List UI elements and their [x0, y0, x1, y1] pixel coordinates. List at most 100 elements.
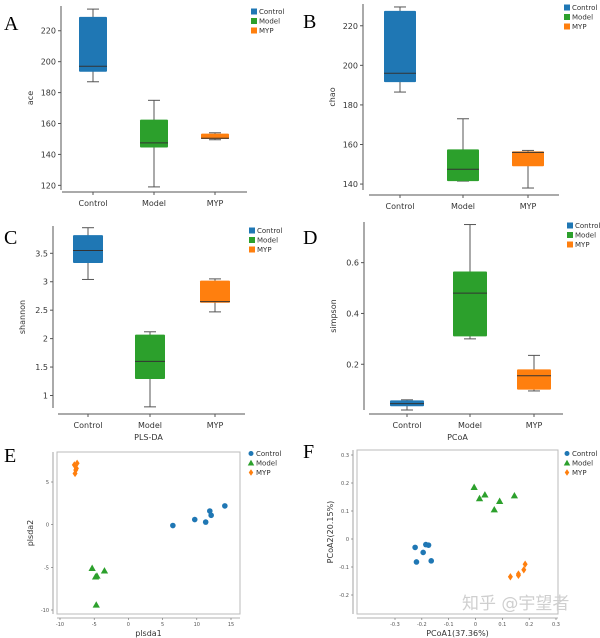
y-tick-label: 2 — [43, 335, 48, 344]
x-tick-label: Control — [79, 199, 108, 208]
legend-label: MYP — [256, 469, 271, 477]
legend-label: Model — [572, 460, 593, 468]
point-circle — [208, 512, 214, 519]
box-myp — [517, 354, 551, 392]
legend-item-control: Control — [564, 450, 597, 458]
box-iqr — [135, 334, 165, 379]
legend-swatch — [567, 232, 573, 238]
y-tick-label: 0.6 — [346, 259, 359, 268]
legend-swatch — [251, 8, 257, 15]
x-tick-label: 15 — [228, 622, 234, 628]
legend-item-control: Control — [564, 4, 597, 12]
y-tick-label: 0.4 — [346, 309, 359, 318]
x-tick-label: 0.1 — [498, 622, 506, 628]
legend-label: Control — [572, 450, 597, 458]
y-tick-label: 2.5 — [35, 306, 48, 315]
point-circle — [413, 559, 420, 565]
legend-swatch — [564, 14, 570, 20]
y-tick-label: 0.3 — [341, 453, 349, 459]
y-tick-label: 0.1 — [341, 509, 349, 515]
legend-label: Model — [572, 14, 593, 22]
point-circle — [222, 503, 228, 509]
legend-label: Control — [259, 8, 284, 16]
y-axis-label: shannon — [18, 300, 27, 334]
legend-item-control: Control — [567, 222, 600, 230]
plot-frame — [356, 449, 559, 615]
box-iqr — [200, 280, 230, 303]
y-axis-label: PCoA2(20.15%) — [326, 501, 335, 564]
point-triangle — [92, 601, 100, 608]
legend-item-myp: MYP — [251, 27, 274, 35]
y-tick-label: -0.1 — [339, 565, 349, 571]
legend-label: Control — [256, 450, 281, 458]
point-diamond — [507, 573, 513, 581]
legend-item-control: Control — [249, 227, 282, 235]
x-tick-label: -5 — [92, 622, 97, 628]
point-diamond — [73, 464, 79, 472]
series-control — [412, 541, 435, 565]
legend-swatch — [564, 23, 570, 30]
legend-item-control: Control — [248, 450, 281, 458]
y-tick-label: 200 — [41, 58, 56, 67]
plot-frame — [56, 451, 241, 615]
y-tick-label: 0 — [46, 523, 49, 529]
box-iqr — [79, 16, 107, 72]
x-tick-label: -0.2 — [417, 622, 427, 628]
y-tick-label: 160 — [343, 140, 358, 149]
box-control — [73, 227, 103, 280]
box-myp — [512, 149, 544, 189]
point-circle — [564, 451, 570, 456]
y-tick-label: 0.2 — [346, 360, 359, 369]
box-iqr — [73, 235, 103, 263]
legend-item-myp: MYP — [564, 23, 587, 31]
legend-swatch — [251, 18, 257, 24]
legend-label: MYP — [572, 469, 587, 477]
panel-f: F PCoA -0.3 -0.2 -0.1 0 0.1 0.2 0.3 -0.2 -0.1 0 0.1 0… — [303, 433, 597, 638]
y-tick-label: -0.2 — [339, 593, 349, 599]
box-control — [79, 8, 107, 83]
x-tick-label: Control — [386, 202, 415, 211]
point-circle — [425, 542, 432, 548]
legend-label: MYP — [257, 246, 272, 254]
point-triangle — [470, 483, 478, 490]
chart-title: PLS-DA — [134, 433, 163, 442]
x-tick-label: MYP — [520, 202, 537, 211]
legend-label: Model — [257, 237, 278, 245]
x-tick-label: MYP — [207, 199, 224, 208]
legend-item-model: Model — [564, 14, 593, 22]
legend-label: MYP — [259, 27, 274, 35]
legend-swatch — [249, 246, 255, 253]
legend-swatch — [249, 227, 255, 234]
legend-item-myp: MYP — [249, 246, 272, 254]
y-tick-label: 180 — [41, 89, 56, 98]
legend-swatch — [251, 27, 257, 34]
box-model — [135, 331, 165, 408]
point-diamond — [74, 459, 80, 467]
y-tick-label: -10 — [41, 608, 49, 614]
panel-label: F — [303, 441, 314, 463]
point-circle — [248, 451, 254, 456]
legend-item-model: Model — [251, 18, 280, 26]
box-model — [447, 118, 479, 182]
legend-item-control: Control — [251, 8, 284, 16]
y-axis-label: plsda2 — [26, 520, 35, 547]
chart-title: PCoA — [447, 433, 468, 442]
y-tick-label: 180 — [343, 101, 358, 110]
x-tick-label: 0 — [127, 622, 130, 628]
point-diamond — [515, 570, 521, 578]
legend-item-model: Model — [563, 460, 593, 468]
y-tick-label: 220 — [41, 27, 56, 36]
series-myp — [507, 560, 528, 581]
legend-label: MYP — [575, 241, 590, 249]
point-diamond — [564, 469, 570, 476]
legend-item-model: Model — [247, 460, 277, 468]
legend-item-myp: MYP — [248, 469, 271, 477]
x-tick-label: 0 — [474, 622, 477, 628]
x-axis-label: plsda1 — [135, 629, 162, 638]
point-triangle — [510, 491, 519, 499]
x-tick-label: Model — [142, 199, 166, 208]
box-myp — [200, 278, 230, 313]
